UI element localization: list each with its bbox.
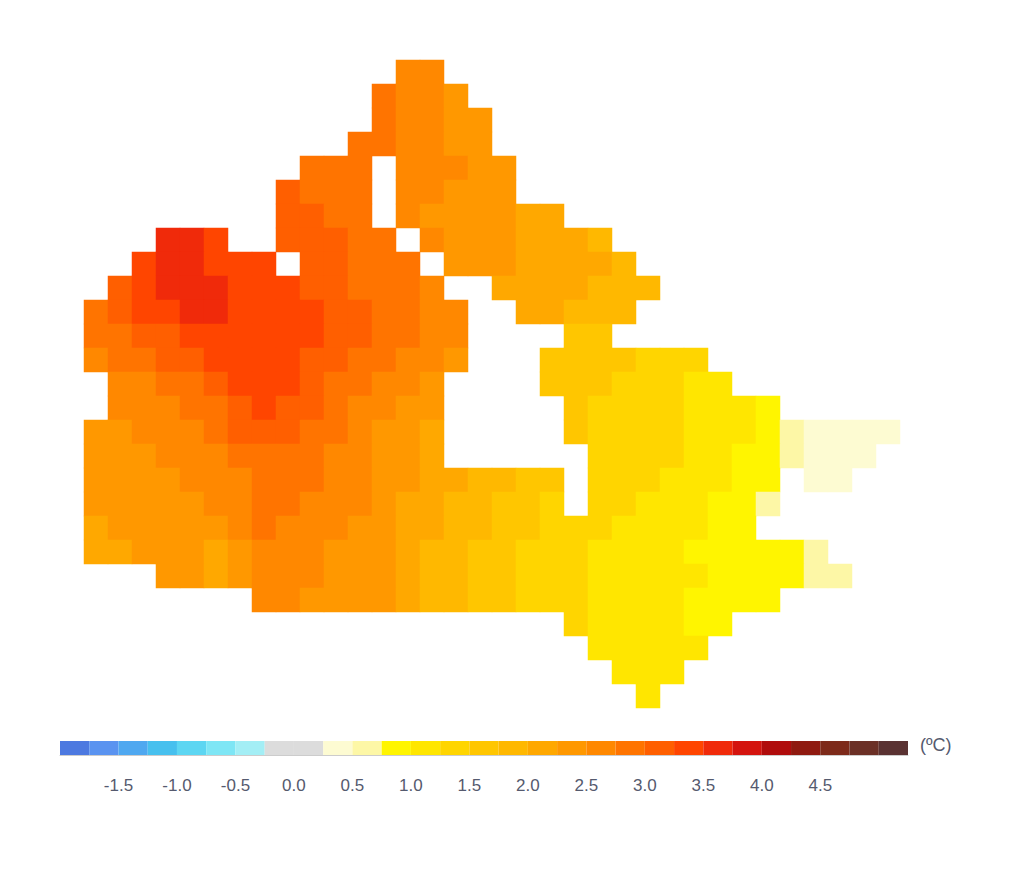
svg-text:-1.5: -1.5 [104, 776, 133, 795]
svg-text:3.0: 3.0 [633, 776, 657, 795]
svg-text:2.5: 2.5 [575, 776, 599, 795]
svg-text:1.5: 1.5 [458, 776, 482, 795]
svg-text:4.0: 4.0 [750, 776, 774, 795]
svg-text:0.5: 0.5 [341, 776, 365, 795]
svg-text:2.0: 2.0 [516, 776, 540, 795]
svg-text:(ºC): (ºC) [920, 735, 952, 755]
svg-text:1.0: 1.0 [399, 776, 423, 795]
svg-text:3.5: 3.5 [691, 776, 715, 795]
svg-text:-1.0: -1.0 [162, 776, 191, 795]
svg-text:4.5: 4.5 [808, 776, 832, 795]
svg-text:-0.5: -0.5 [221, 776, 250, 795]
svg-text:0.0: 0.0 [282, 776, 306, 795]
